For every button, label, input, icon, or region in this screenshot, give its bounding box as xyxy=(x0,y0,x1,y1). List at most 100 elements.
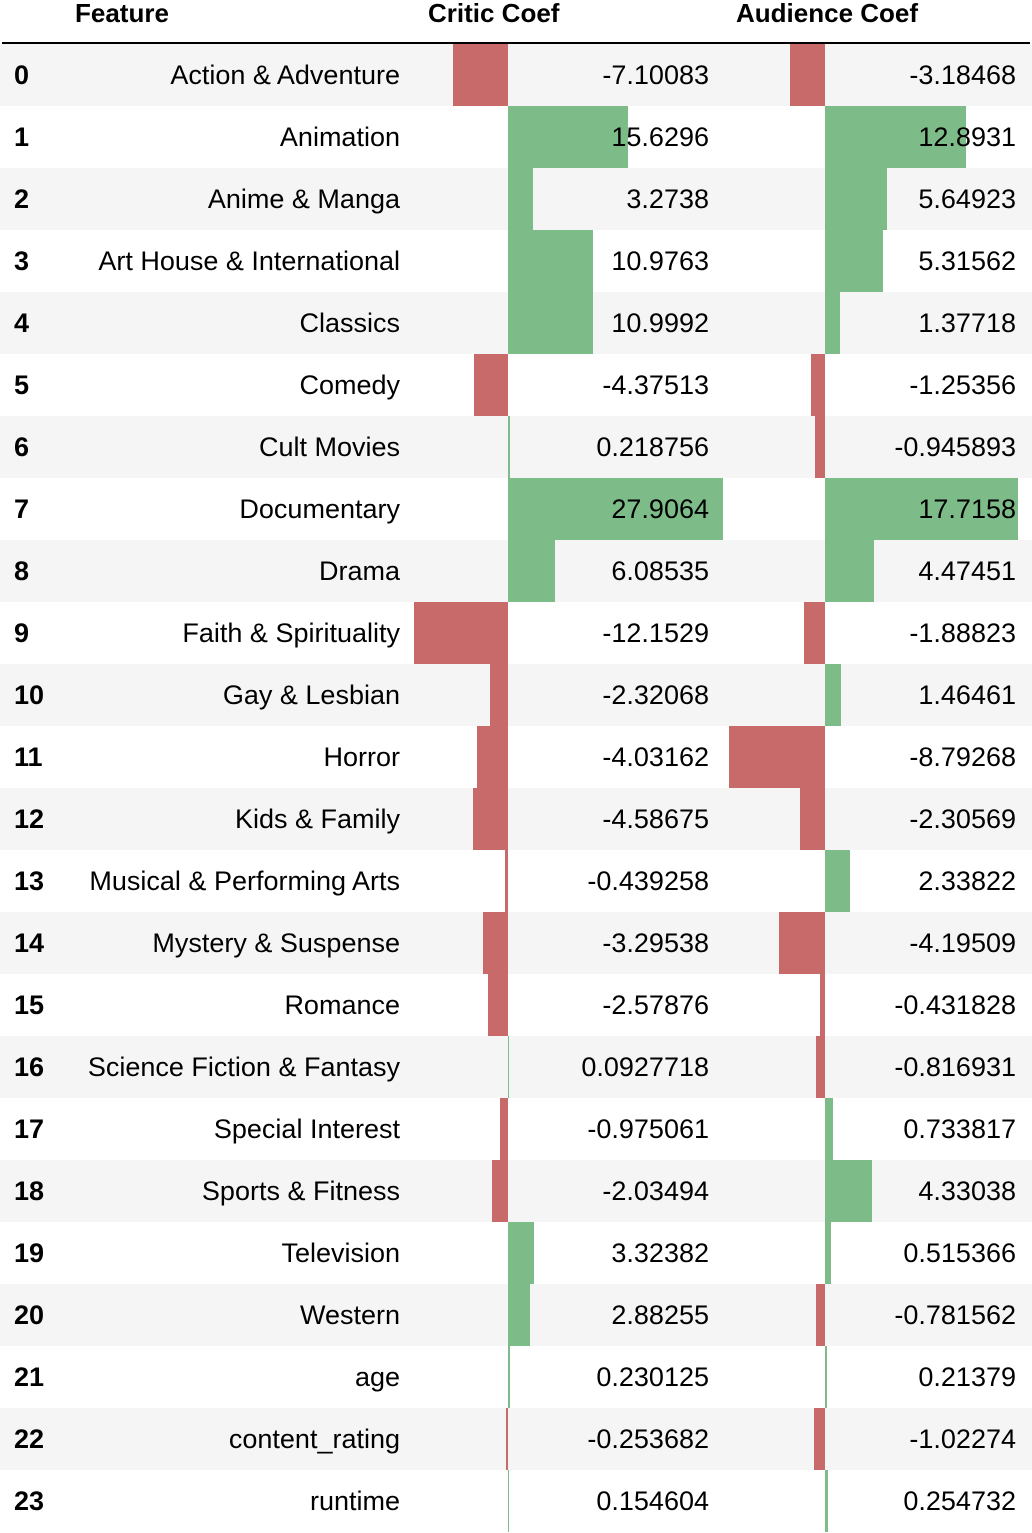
critic-coef-bar xyxy=(508,230,593,292)
critic-coef-bar xyxy=(506,1408,508,1470)
audience-coef-value: 0.21379 xyxy=(918,1362,1016,1392)
table-row: 22 content_rating -0.253682 -1.02274 xyxy=(0,1408,1032,1470)
critic-coef-bar xyxy=(476,726,508,788)
header-divider xyxy=(2,42,1030,44)
feature-name: Comedy xyxy=(299,370,400,400)
feature-name: Television xyxy=(281,1238,400,1268)
audience-coef-bar xyxy=(820,974,825,1036)
critic-coef-bar xyxy=(508,540,555,602)
feature-name: Faith & Spirituality xyxy=(182,618,400,648)
feature-name: Cult Movies xyxy=(258,432,400,462)
audience-coef-value: 17.7158 xyxy=(918,494,1016,524)
critic-coef-bar xyxy=(500,1098,508,1160)
table-row: 9 Faith & Spirituality -12.1529 -1.88823 xyxy=(0,602,1032,664)
audience-coef-bar xyxy=(811,354,825,416)
table-row: 18 Sports & Fitness -2.03494 4.33038 xyxy=(0,1160,1032,1222)
audience-coef-bar xyxy=(825,292,840,354)
audience-coef-bar xyxy=(825,478,1019,540)
table-row: 12 Kids & Family -4.58675 -2.30569 xyxy=(0,788,1032,850)
audience-coef-value: 1.46461 xyxy=(918,680,1016,710)
critic-coef-bar xyxy=(492,1160,508,1222)
critic-coef-value: -3.29538 xyxy=(602,928,709,958)
feature-name: Kids & Family xyxy=(234,804,400,834)
critic-coef-value: -4.37513 xyxy=(602,370,709,400)
critic-coef-bar xyxy=(472,788,508,850)
table-row: 10 Gay & Lesbian -2.32068 1.46461 xyxy=(0,664,1032,726)
critic-coef-value: -0.253682 xyxy=(587,1424,709,1454)
row-index: 12 xyxy=(14,804,45,834)
audience-coef-value: 4.47451 xyxy=(918,556,1016,586)
critic-coef-value: 15.6296 xyxy=(611,122,709,152)
critic-coef-bar xyxy=(508,1470,510,1532)
critic-coef-value: 2.88255 xyxy=(611,1300,709,1330)
critic-coef-value: -2.32068 xyxy=(602,680,709,710)
audience-coef-value: 5.64923 xyxy=(918,184,1016,214)
audience-coef-value: -1.25356 xyxy=(909,370,1016,400)
table-row: 11 Horror -4.03162 -8.79268 xyxy=(0,726,1032,788)
critic-coef-value: 6.08535 xyxy=(611,556,709,586)
critic-coef-bar xyxy=(488,974,508,1036)
audience-coef-bar xyxy=(825,1346,828,1408)
row-index: 9 xyxy=(14,618,30,648)
audience-coef-value: -0.816931 xyxy=(894,1052,1016,1082)
critic-coef-bar xyxy=(508,1346,510,1408)
row-index: 8 xyxy=(14,556,30,586)
audience-coef-bar xyxy=(825,1222,831,1284)
feature-name: Romance xyxy=(284,990,400,1020)
feature-name: content_rating xyxy=(228,1424,400,1454)
table-row: 6 Cult Movies 0.218756 -0.945893 xyxy=(0,416,1032,478)
feature-name: Action & Adventure xyxy=(170,60,400,90)
feature-name: Anime & Manga xyxy=(207,184,400,214)
table-row: 20 Western 2.88255 -0.781562 xyxy=(0,1284,1032,1346)
critic-coef-bar xyxy=(504,850,508,912)
row-index: 2 xyxy=(14,184,30,214)
row-index: 19 xyxy=(14,1238,45,1268)
feature-name: Science Fiction & Fantasy xyxy=(87,1052,400,1082)
critic-coef-bar xyxy=(508,106,629,168)
audience-coef-bar xyxy=(825,230,883,292)
feature-name: Drama xyxy=(318,556,400,586)
row-index: 21 xyxy=(14,1362,45,1392)
critic-coef-bar xyxy=(474,354,508,416)
critic-coef-bar xyxy=(508,1222,534,1284)
critic-coef-bar xyxy=(508,1284,531,1346)
critic-coef-bar xyxy=(508,168,534,230)
audience-coef-bar xyxy=(825,1098,833,1160)
audience-coef-bar xyxy=(825,664,841,726)
table-row: 7 Documentary 27.9064 17.7158 xyxy=(0,478,1032,540)
row-index: 13 xyxy=(14,866,45,896)
row-index: 7 xyxy=(14,494,30,524)
audience-coef-bar xyxy=(814,416,825,478)
audience-coef-bar xyxy=(825,540,874,602)
feature-name: Documentary xyxy=(239,494,400,524)
critic-coef-value: -0.439258 xyxy=(587,866,709,896)
audience-coef-bar xyxy=(799,788,825,850)
table-row: 8 Drama 6.08535 4.47451 xyxy=(0,540,1032,602)
audience-coef-value: -0.781562 xyxy=(894,1300,1016,1330)
table-row: 23 runtime 0.154604 0.254732 xyxy=(0,1470,1032,1532)
audience-coef-value: 5.31562 xyxy=(918,246,1016,276)
row-index: 14 xyxy=(14,928,45,958)
critic-coef-value: 3.2738 xyxy=(626,184,709,214)
critic-coef-value: 0.218756 xyxy=(596,432,709,462)
critic-coef-bar xyxy=(453,44,508,106)
row-index: 10 xyxy=(14,680,45,710)
row-index: 17 xyxy=(14,1114,45,1144)
critic-coef-value: 0.230125 xyxy=(596,1362,709,1392)
table-row: 17 Special Interest -0.975061 0.733817 xyxy=(0,1098,1032,1160)
row-index: 15 xyxy=(14,990,45,1020)
audience-coef-value: 1.37718 xyxy=(918,308,1016,338)
audience-coef-value: -2.30569 xyxy=(909,804,1016,834)
feature-name: Sports & Fitness xyxy=(201,1176,400,1206)
audience-coef-value: -4.19509 xyxy=(909,928,1016,958)
row-index: 16 xyxy=(14,1052,45,1082)
table-row: 2 Anime & Manga 3.2738 5.64923 xyxy=(0,168,1032,230)
table-row: 13 Musical & Performing Arts -0.439258 2.33… xyxy=(0,850,1032,912)
row-index: 4 xyxy=(14,308,30,338)
audience-coef-value: 4.33038 xyxy=(918,1176,1016,1206)
audience-coef-bar xyxy=(825,1470,828,1532)
audience-coef-value: -1.88823 xyxy=(909,618,1016,648)
critic-coef-value: -4.58675 xyxy=(602,804,709,834)
audience-coef-value: -0.431828 xyxy=(894,990,1016,1020)
feature-name: Classics xyxy=(299,308,400,338)
